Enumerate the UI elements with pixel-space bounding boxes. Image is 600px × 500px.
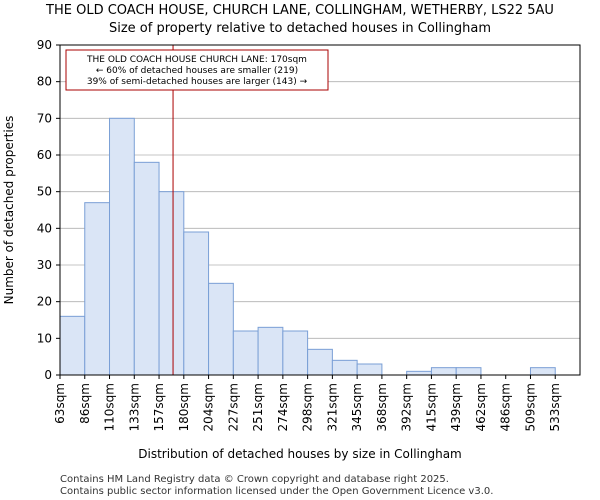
bar bbox=[232, 330, 259, 376]
bar bbox=[331, 359, 358, 376]
y-tick-label: 0 bbox=[44, 368, 52, 382]
x-tick-label: 86sqm bbox=[78, 383, 92, 424]
footer-line-2: Contains public sector information licen… bbox=[60, 486, 493, 497]
x-tick-label: 251sqm bbox=[251, 383, 265, 431]
y-tick-label: 50 bbox=[37, 185, 52, 199]
x-tick-label: 368sqm bbox=[375, 383, 389, 431]
bar bbox=[307, 348, 333, 376]
y-tick-label: 90 bbox=[37, 38, 52, 52]
x-tick-label: 63sqm bbox=[53, 383, 67, 424]
bar bbox=[257, 326, 284, 376]
x-tick-label: 533sqm bbox=[548, 383, 562, 431]
y-tick-label: 70 bbox=[37, 111, 52, 125]
y-tick-label: 40 bbox=[37, 221, 52, 235]
bar bbox=[59, 315, 86, 376]
annotation-line-1: THE OLD COACH HOUSE CHURCH LANE: 170sqm bbox=[86, 55, 307, 65]
plot-frame bbox=[59, 44, 581, 376]
bar bbox=[84, 202, 111, 376]
bar bbox=[430, 367, 457, 376]
x-tick-label: 110sqm bbox=[103, 383, 117, 431]
bar-layer bbox=[59, 117, 556, 376]
y-tick-label: 80 bbox=[37, 75, 52, 89]
x-tick-label: 157sqm bbox=[152, 383, 166, 431]
x-axis-ticks: 63sqm 86sqm 110sqm 133sqm 157sqm 180sqm 204sqm… bbox=[53, 375, 562, 431]
x-tick-label: 415sqm bbox=[424, 383, 438, 431]
y-tick-label: 10 bbox=[37, 331, 52, 345]
x-tick-label: 509sqm bbox=[523, 383, 537, 431]
x-tick-label: 439sqm bbox=[449, 383, 463, 431]
bar bbox=[406, 370, 432, 376]
x-tick-label: 486sqm bbox=[499, 383, 513, 431]
x-tick-label: 180sqm bbox=[177, 383, 191, 431]
bar bbox=[282, 330, 309, 376]
y-tick-label: 60 bbox=[37, 148, 52, 162]
y-axis-label: Number of detached properties bbox=[2, 116, 16, 305]
y-tick-label: 30 bbox=[37, 258, 52, 272]
x-tick-label: 204sqm bbox=[202, 383, 216, 431]
x-tick-label: 462sqm bbox=[474, 383, 488, 431]
bar bbox=[158, 191, 185, 376]
annotation-border bbox=[65, 49, 329, 91]
bar bbox=[183, 231, 210, 376]
bar bbox=[208, 282, 234, 376]
bar bbox=[133, 161, 160, 376]
x-tick-label: 345sqm bbox=[350, 383, 364, 431]
annotation-line-2: ← 60% of detached houses are smaller (21… bbox=[96, 66, 298, 76]
x-tick-label: 227sqm bbox=[226, 383, 240, 431]
bar bbox=[455, 367, 482, 376]
bar bbox=[356, 363, 383, 376]
y-axis-ticks: 0 10 20 30 40 50 60 70 80 90 bbox=[37, 38, 60, 382]
x-axis-label: Distribution of detached houses by size … bbox=[138, 447, 462, 461]
x-tick-label: 392sqm bbox=[400, 383, 414, 431]
footer-line-1: Contains HM Land Registry data © Crown c… bbox=[60, 474, 449, 485]
bar bbox=[109, 117, 135, 376]
annotation-line-3: 39% of semi-detached houses are larger (… bbox=[87, 77, 308, 87]
x-tick-label: 133sqm bbox=[127, 383, 141, 431]
x-tick-label: 298sqm bbox=[301, 383, 315, 431]
chart-subtitle: Size of property relative to detached ho… bbox=[109, 21, 491, 36]
annotation-box: THE OLD COACH HOUSE CHURCH LANE: 170sqm … bbox=[65, 49, 329, 91]
chart-title: THE OLD COACH HOUSE, CHURCH LANE, COLLIN… bbox=[45, 3, 554, 18]
bar bbox=[529, 367, 556, 376]
x-tick-label: 321sqm bbox=[325, 383, 339, 431]
x-tick-label: 274sqm bbox=[276, 383, 290, 431]
y-tick-label: 20 bbox=[37, 295, 52, 309]
